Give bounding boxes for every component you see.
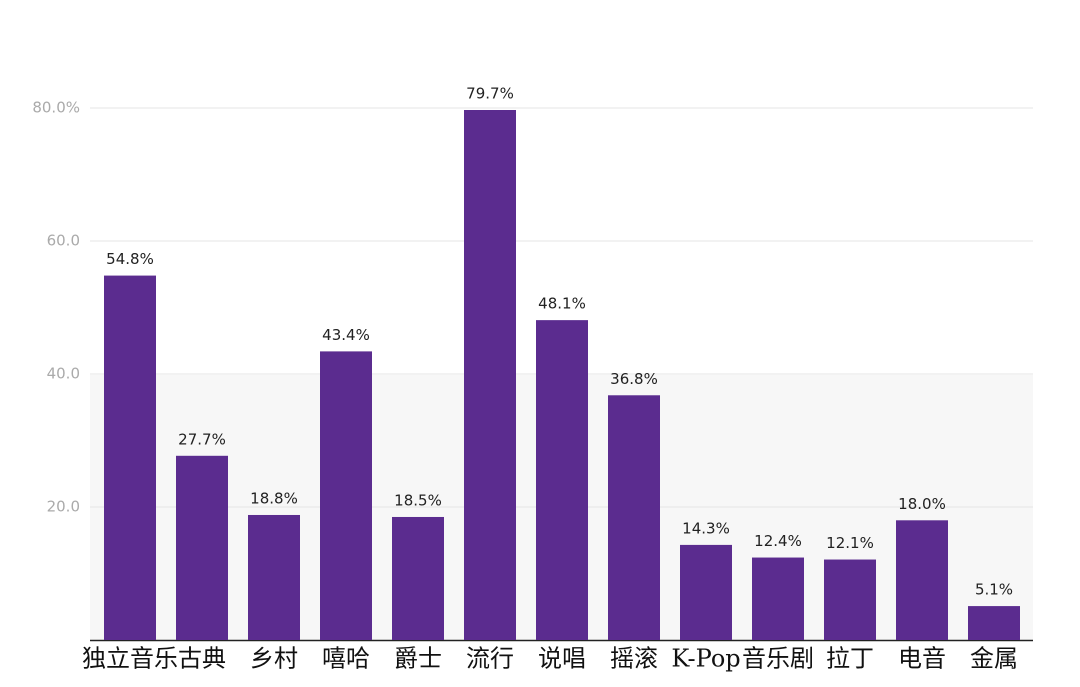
x-tick-label: 拉丁 [826,645,874,673]
x-tick-label: 嘻哈 [322,645,370,673]
value-label: 79.7% [466,84,514,102]
y-tick-label: 20.0 [47,498,80,516]
value-label: 5.1% [975,581,1013,599]
bar [896,520,948,640]
value-label: 18.0% [898,495,946,513]
value-label: 27.7% [178,430,226,448]
x-tick-label: 古典 [178,645,226,673]
value-label: 14.3% [682,519,730,537]
y-tick-label: 80.0% [32,99,80,117]
bar [104,275,156,640]
y-tick-label: 40.0 [47,365,80,383]
bar [536,320,588,640]
value-label: 12.1% [826,534,874,552]
bar [752,557,804,640]
x-tick-label: 摇滚 [610,645,658,673]
x-tick-label: 音乐剧 [742,645,814,673]
x-tick-label: K-Pop [671,645,740,673]
x-tick-label: 爵士 [394,645,442,673]
bar [968,606,1020,640]
x-tick-label: 说唱 [538,645,586,673]
x-tick-label: 流行 [466,645,514,673]
x-tick-label: 电音 [898,645,946,673]
bar [320,351,372,640]
value-label: 18.8% [250,489,298,507]
bar [176,455,228,640]
bar [392,516,444,640]
x-tick-label: 金属 [970,645,1018,673]
y-tick-label: 60.0 [47,232,80,250]
bar [248,514,300,640]
x-tick-label: 独立音乐 [82,645,178,673]
bar [824,559,876,640]
bar [608,395,660,640]
bar [680,544,732,640]
value-label: 18.5% [394,491,442,509]
value-label: 48.1% [538,295,586,313]
x-tick-label: 乡村 [250,645,298,673]
value-label: 36.8% [610,370,658,388]
value-label: 54.8% [106,250,154,268]
value-label: 43.4% [322,326,370,344]
value-label: 12.4% [754,532,802,550]
bar [464,109,516,641]
